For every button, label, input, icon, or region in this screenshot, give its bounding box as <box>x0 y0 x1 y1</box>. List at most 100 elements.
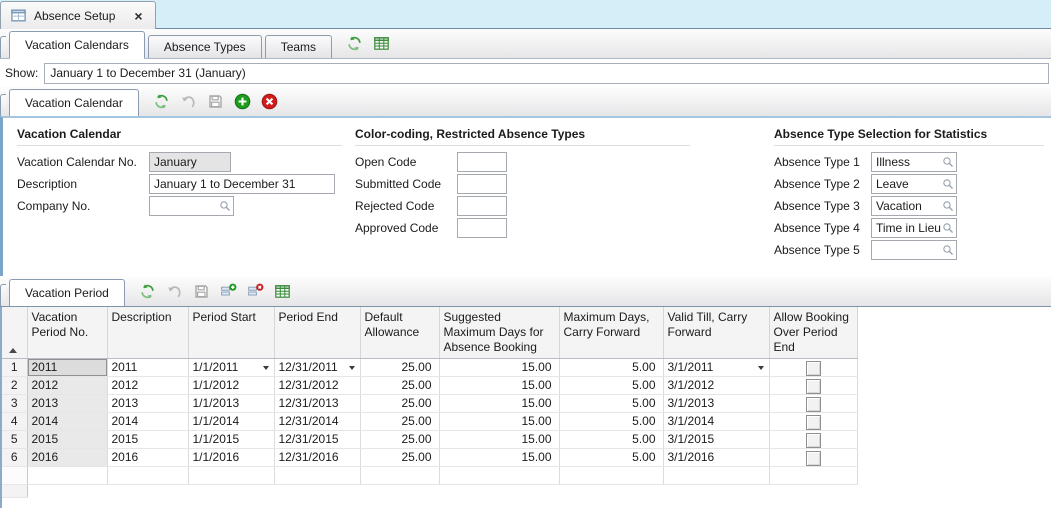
cell-vacation-period-no[interactable]: 2015 <box>27 430 108 449</box>
empty-cell[interactable] <box>360 466 440 485</box>
cell-valid-till[interactable]: 3/1/2013 <box>663 394 770 413</box>
cell-period-end[interactable]: 12/31/2011 <box>274 358 361 377</box>
cell-period-end[interactable]: 12/31/2016 <box>274 448 361 467</box>
row-number[interactable]: 5 <box>2 430 28 449</box>
dropdown-arrow-icon[interactable] <box>262 365 269 370</box>
cell-description[interactable]: 2013 <box>107 394 189 413</box>
col-header-vacation-period-no[interactable]: Vacation Period No. <box>27 307 108 359</box>
cell-allow-booking[interactable] <box>769 394 858 413</box>
col-header-description[interactable]: Description <box>107 307 189 359</box>
tab-absence-types[interactable]: Absence Types <box>147 35 262 58</box>
tab-vacation-period[interactable]: Vacation Period <box>9 279 125 306</box>
cell-period-start[interactable]: 1/1/2015 <box>188 430 275 449</box>
cell-max-days-carry-forward[interactable]: 5.00 <box>559 412 664 431</box>
col-header-valid-till-carry-forward[interactable]: Valid Till, Carry Forward <box>663 307 770 359</box>
refresh-icon[interactable] <box>153 93 170 110</box>
cell-period-start[interactable]: 1/1/2011 <box>188 358 275 377</box>
add-record-icon[interactable] <box>234 93 251 110</box>
cell-valid-till[interactable]: 3/1/2012 <box>663 376 770 395</box>
company-no-input[interactable] <box>149 196 234 216</box>
cell-vacation-period-no[interactable]: 2011 <box>27 358 108 377</box>
cell-vacation-period-no[interactable]: 2013 <box>27 394 108 413</box>
cancel-icon[interactable] <box>261 93 278 110</box>
cell-valid-till[interactable]: 3/1/2016 <box>663 448 770 467</box>
empty-cell[interactable] <box>559 466 664 485</box>
cell-vacation-period-no[interactable]: 2016 <box>27 448 108 467</box>
magnifier-icon[interactable] <box>942 222 954 234</box>
show-filter-input[interactable]: January 1 to December 31 (January) <box>44 62 1049 84</box>
cell-max-days-carry-forward[interactable]: 5.00 <box>559 430 664 449</box>
cell-valid-till[interactable]: 3/1/2015 <box>663 430 770 449</box>
cell-suggested-max-days[interactable]: 15.00 <box>439 376 560 395</box>
empty-cell[interactable] <box>769 466 858 485</box>
row-number[interactable] <box>2 466 28 485</box>
cell-period-end[interactable]: 12/31/2012 <box>274 376 361 395</box>
delete-row-icon[interactable] <box>247 283 264 300</box>
empty-cell[interactable] <box>27 466 108 485</box>
cell-description[interactable]: 2012 <box>107 376 189 395</box>
cell-suggested-max-days[interactable]: 15.00 <box>439 430 560 449</box>
cell-period-start[interactable]: 1/1/2016 <box>188 448 275 467</box>
empty-cell[interactable] <box>274 466 361 485</box>
cell-period-start[interactable]: 1/1/2012 <box>188 376 275 395</box>
tab-vacation-calendar[interactable]: Vacation Calendar <box>9 89 139 116</box>
magnifier-icon[interactable] <box>942 156 954 168</box>
row-number[interactable]: 1 <box>2 358 28 377</box>
cell-description[interactable]: 2016 <box>107 448 189 467</box>
cell-vacation-period-no[interactable]: 2014 <box>27 412 108 431</box>
cell-period-end[interactable]: 12/31/2014 <box>274 412 361 431</box>
cell-allow-booking[interactable] <box>769 430 858 449</box>
refresh-icon[interactable] <box>346 35 363 52</box>
allow-booking-checkbox[interactable] <box>805 360 821 375</box>
absence-type-1-input[interactable]: Illness <box>871 152 957 172</box>
cell-valid-till[interactable]: 3/1/2011 <box>663 358 770 377</box>
add-row-icon[interactable] <box>220 283 237 300</box>
cell-max-days-carry-forward[interactable]: 5.00 <box>559 448 664 467</box>
cell-default-allowance[interactable]: 25.00 <box>360 448 440 467</box>
absence-type-3-input[interactable]: Vacation <box>871 196 957 216</box>
cell-default-allowance[interactable]: 25.00 <box>360 430 440 449</box>
col-header-period-end[interactable]: Period End <box>274 307 361 359</box>
col-header-maximum-days-carry-forward[interactable]: Maximum Days, Carry Forward <box>559 307 664 359</box>
row-number[interactable]: 3 <box>2 394 28 413</box>
cell-default-allowance[interactable]: 25.00 <box>360 376 440 395</box>
allow-booking-checkbox[interactable] <box>805 432 821 447</box>
cell-suggested-max-days[interactable]: 15.00 <box>439 394 560 413</box>
cell-description[interactable]: 2014 <box>107 412 189 431</box>
row-number[interactable] <box>2 484 28 498</box>
cell-max-days-carry-forward[interactable]: 5.00 <box>559 376 664 395</box>
cell-allow-booking[interactable] <box>769 358 858 377</box>
allow-booking-checkbox[interactable] <box>805 396 821 411</box>
absence-type-2-input[interactable]: Leave <box>871 174 957 194</box>
cell-vacation-period-no[interactable]: 2012 <box>27 376 108 395</box>
allow-booking-checkbox[interactable] <box>805 378 821 393</box>
cell-period-start[interactable]: 1/1/2013 <box>188 394 275 413</box>
col-header-period-start[interactable]: Period Start <box>188 307 275 359</box>
rejected-code-input[interactable] <box>457 196 507 216</box>
allow-booking-checkbox[interactable] <box>805 414 821 429</box>
open-code-input[interactable] <box>457 152 507 172</box>
col-header-suggested-maximum-days-for-absence-booking[interactable]: Suggested Maximum Days for Absence Booki… <box>439 307 560 359</box>
cell-default-allowance[interactable]: 25.00 <box>360 358 440 377</box>
document-tab-absence-setup[interactable]: Absence Setup × <box>0 1 156 29</box>
dropdown-arrow-icon[interactable] <box>348 365 355 370</box>
row-number[interactable]: 4 <box>2 412 28 431</box>
allow-booking-checkbox[interactable] <box>805 450 821 465</box>
cell-period-start[interactable]: 1/1/2014 <box>188 412 275 431</box>
cell-period-end[interactable]: 12/31/2013 <box>274 394 361 413</box>
row-number[interactable]: 6 <box>2 448 28 467</box>
cell-default-allowance[interactable]: 25.00 <box>360 394 440 413</box>
magnifier-icon[interactable] <box>219 200 231 212</box>
cell-description[interactable]: 2015 <box>107 430 189 449</box>
col-header-allow-booking-over-period-end[interactable]: Allow Booking Over Period End <box>769 307 858 359</box>
row-number[interactable]: 2 <box>2 376 28 395</box>
cell-period-end[interactable]: 12/31/2015 <box>274 430 361 449</box>
magnifier-icon[interactable] <box>942 178 954 190</box>
cell-description[interactable]: 2011 <box>107 358 189 377</box>
cell-default-allowance[interactable]: 25.00 <box>360 412 440 431</box>
approved-code-input[interactable] <box>457 218 507 238</box>
description-input[interactable]: January 1 to December 31 <box>149 174 335 194</box>
cell-allow-booking[interactable] <box>769 376 858 395</box>
empty-cell[interactable] <box>663 466 770 485</box>
submitted-code-input[interactable] <box>457 174 507 194</box>
